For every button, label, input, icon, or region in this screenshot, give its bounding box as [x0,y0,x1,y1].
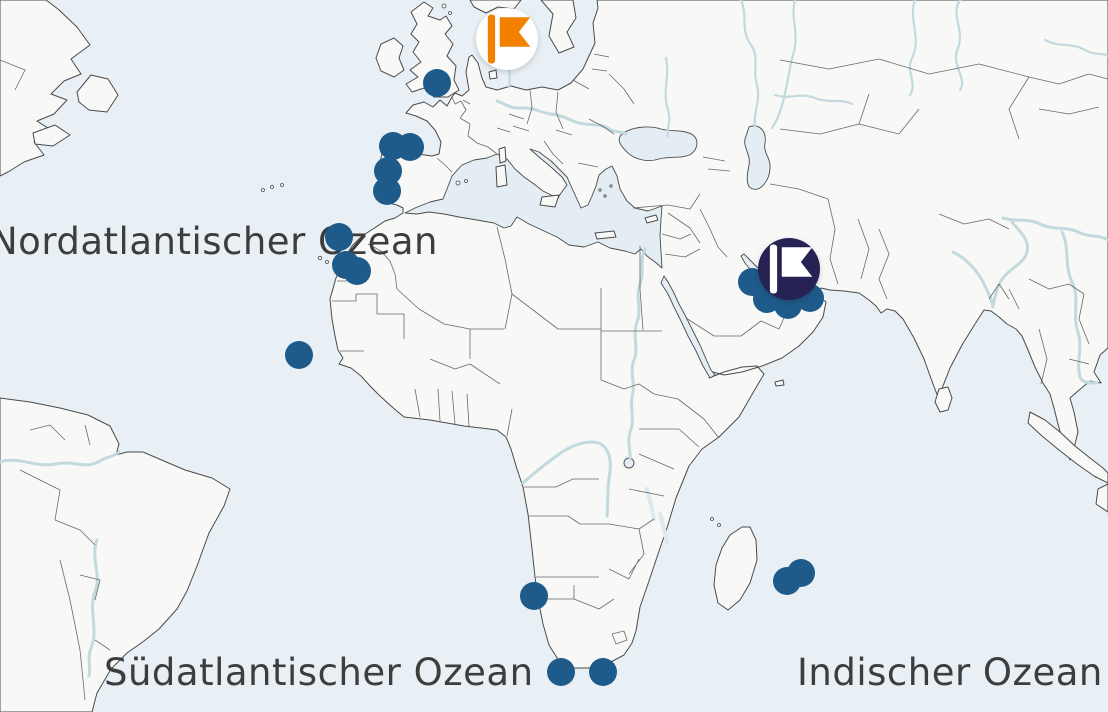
port-marker[interactable] [396,133,424,161]
port-marker[interactable] [589,658,617,686]
ocean-label-indik: Indischer Ozean [797,651,1103,694]
port-marker[interactable] [787,559,815,587]
route-start-marker[interactable] [476,8,538,70]
port-marker[interactable] [373,177,401,205]
border-layer [0,53,1108,701]
port-marker[interactable] [343,257,371,285]
ocean-label-suedatlantik: Südatlantischer Ozean [104,651,534,694]
route-destination-marker[interactable] [758,238,820,300]
port-marker[interactable] [423,69,451,97]
port-marker[interactable] [285,341,313,369]
island-layer [261,3,1108,611]
river-layer [0,0,1108,678]
port-marker[interactable] [547,658,575,686]
flag-icon [769,244,813,294]
port-marker[interactable] [325,223,353,251]
port-marker[interactable] [520,582,548,610]
ocean-label-nordatlantik: Nordatlantischer Ozean [0,220,438,263]
flag-icon [487,14,531,64]
